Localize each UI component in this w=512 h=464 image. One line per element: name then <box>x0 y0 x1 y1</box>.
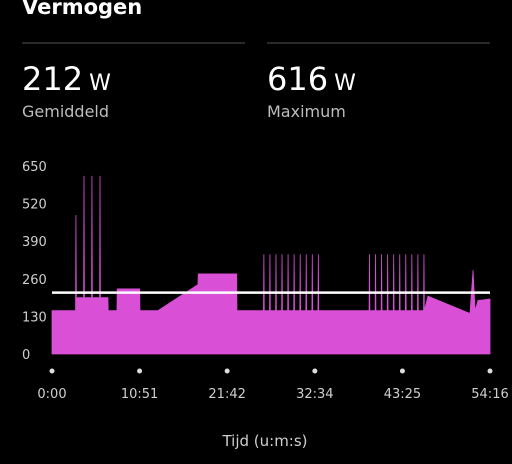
y-tick-label: 390 <box>22 235 47 250</box>
x-tick-label: 32:34 <box>296 387 333 402</box>
x-tick-dot <box>487 368 493 374</box>
x-axis-title: Tijd (u:m:s) <box>221 432 307 450</box>
x-tick-dot <box>224 368 230 374</box>
y-tick-label: 130 <box>22 310 47 325</box>
x-tick-dot <box>137 368 143 374</box>
x-tick-dot <box>49 368 55 374</box>
y-tick-label: 0 <box>22 348 30 363</box>
x-tick-label: 0:00 <box>37 387 66 402</box>
x-tick-label: 21:42 <box>208 387 245 402</box>
section-title: Vermogen <box>22 0 142 19</box>
stat-unit: W <box>334 71 356 96</box>
x-tick-label: 54:16 <box>471 387 508 402</box>
power-area <box>51 175 491 355</box>
stat-label: Gemiddeld <box>22 102 109 121</box>
y-tick-label: 260 <box>22 273 47 288</box>
stat-maximum: 616 W <box>267 60 356 98</box>
stat-value: 212 <box>22 60 83 98</box>
y-tick-label: 520 <box>22 198 47 213</box>
stat-unit: W <box>89 71 111 96</box>
stat-value: 616 <box>267 60 328 98</box>
x-tick-dot <box>399 368 405 374</box>
stat-label: Maximum <box>267 102 346 121</box>
x-tick-label: 43:25 <box>384 387 421 402</box>
stat-average: 212 W <box>22 60 111 98</box>
x-tick-dot <box>312 368 318 374</box>
x-tick-label: 10:51 <box>121 387 158 402</box>
y-tick-label: 650 <box>22 160 47 175</box>
